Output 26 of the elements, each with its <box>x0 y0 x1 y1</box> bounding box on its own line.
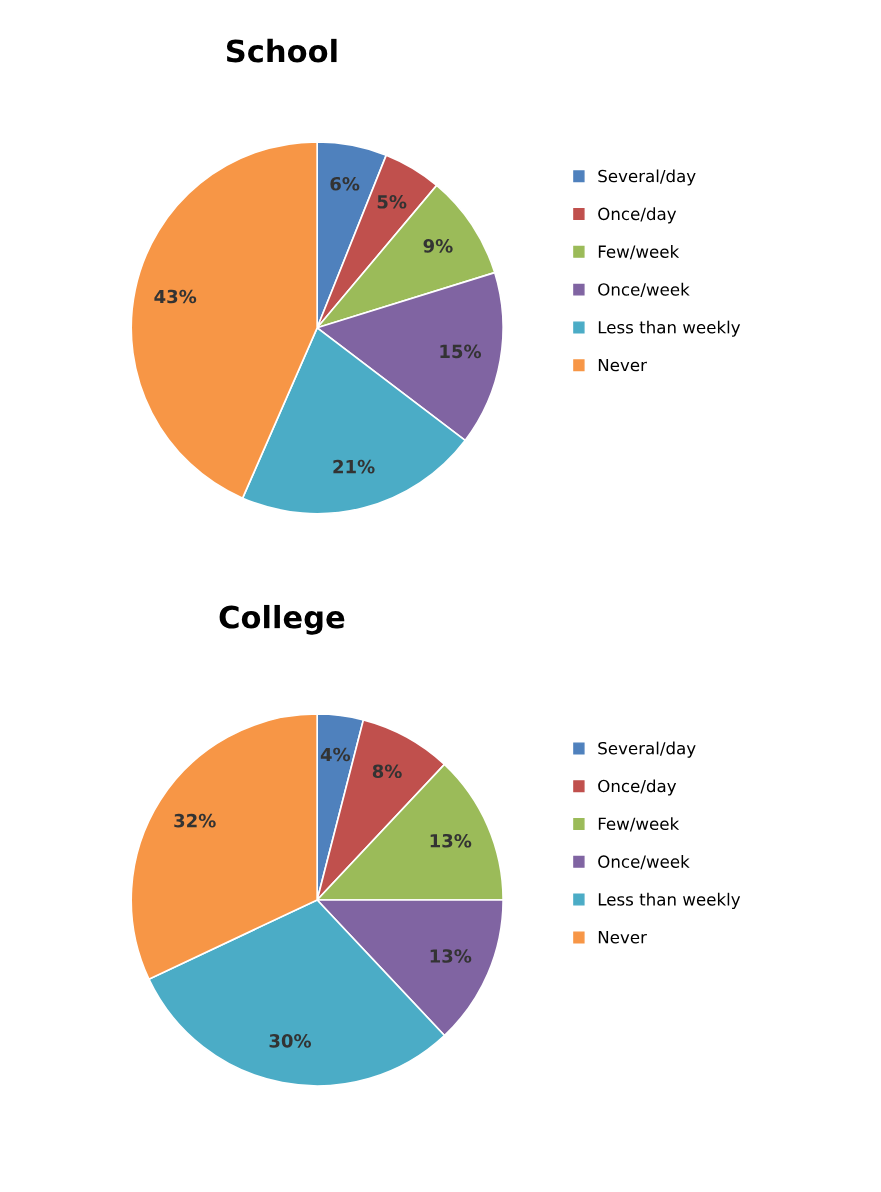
data-label: 15% <box>440 344 482 359</box>
chart-title: College <box>219 604 345 635</box>
chart-title: School <box>226 38 337 63</box>
data-label: 13% <box>430 833 472 848</box>
legend-label: Few/week <box>598 817 680 832</box>
data-label: 13% <box>430 949 472 963</box>
data-label: 9% <box>423 239 453 253</box>
data-label: 8% <box>372 764 402 779</box>
data-label: 4% <box>320 747 351 762</box>
legend-label: Less than weekly <box>598 892 741 909</box>
data-label: 30% <box>269 1034 312 1048</box>
data-label: 6% <box>330 176 360 191</box>
data-label: 32% <box>174 813 216 828</box>
legend-label: Less than weekly <box>598 320 741 337</box>
legend-label: Once/week <box>598 282 690 298</box>
data-label: 21% <box>333 459 375 474</box>
legend-label: Never <box>598 358 647 372</box>
legend-label: Several/day <box>598 169 696 186</box>
legend-label: Once/day <box>598 779 677 796</box>
data-label: 43% <box>154 289 197 304</box>
legend-label: Few/week <box>598 245 680 260</box>
data-label: 5% <box>377 194 407 209</box>
legend-label: Several/day <box>598 741 696 758</box>
legend-label: Once/week <box>598 855 690 870</box>
legend-label: Once/day <box>598 207 677 224</box>
legend-label: Never <box>598 931 647 944</box>
